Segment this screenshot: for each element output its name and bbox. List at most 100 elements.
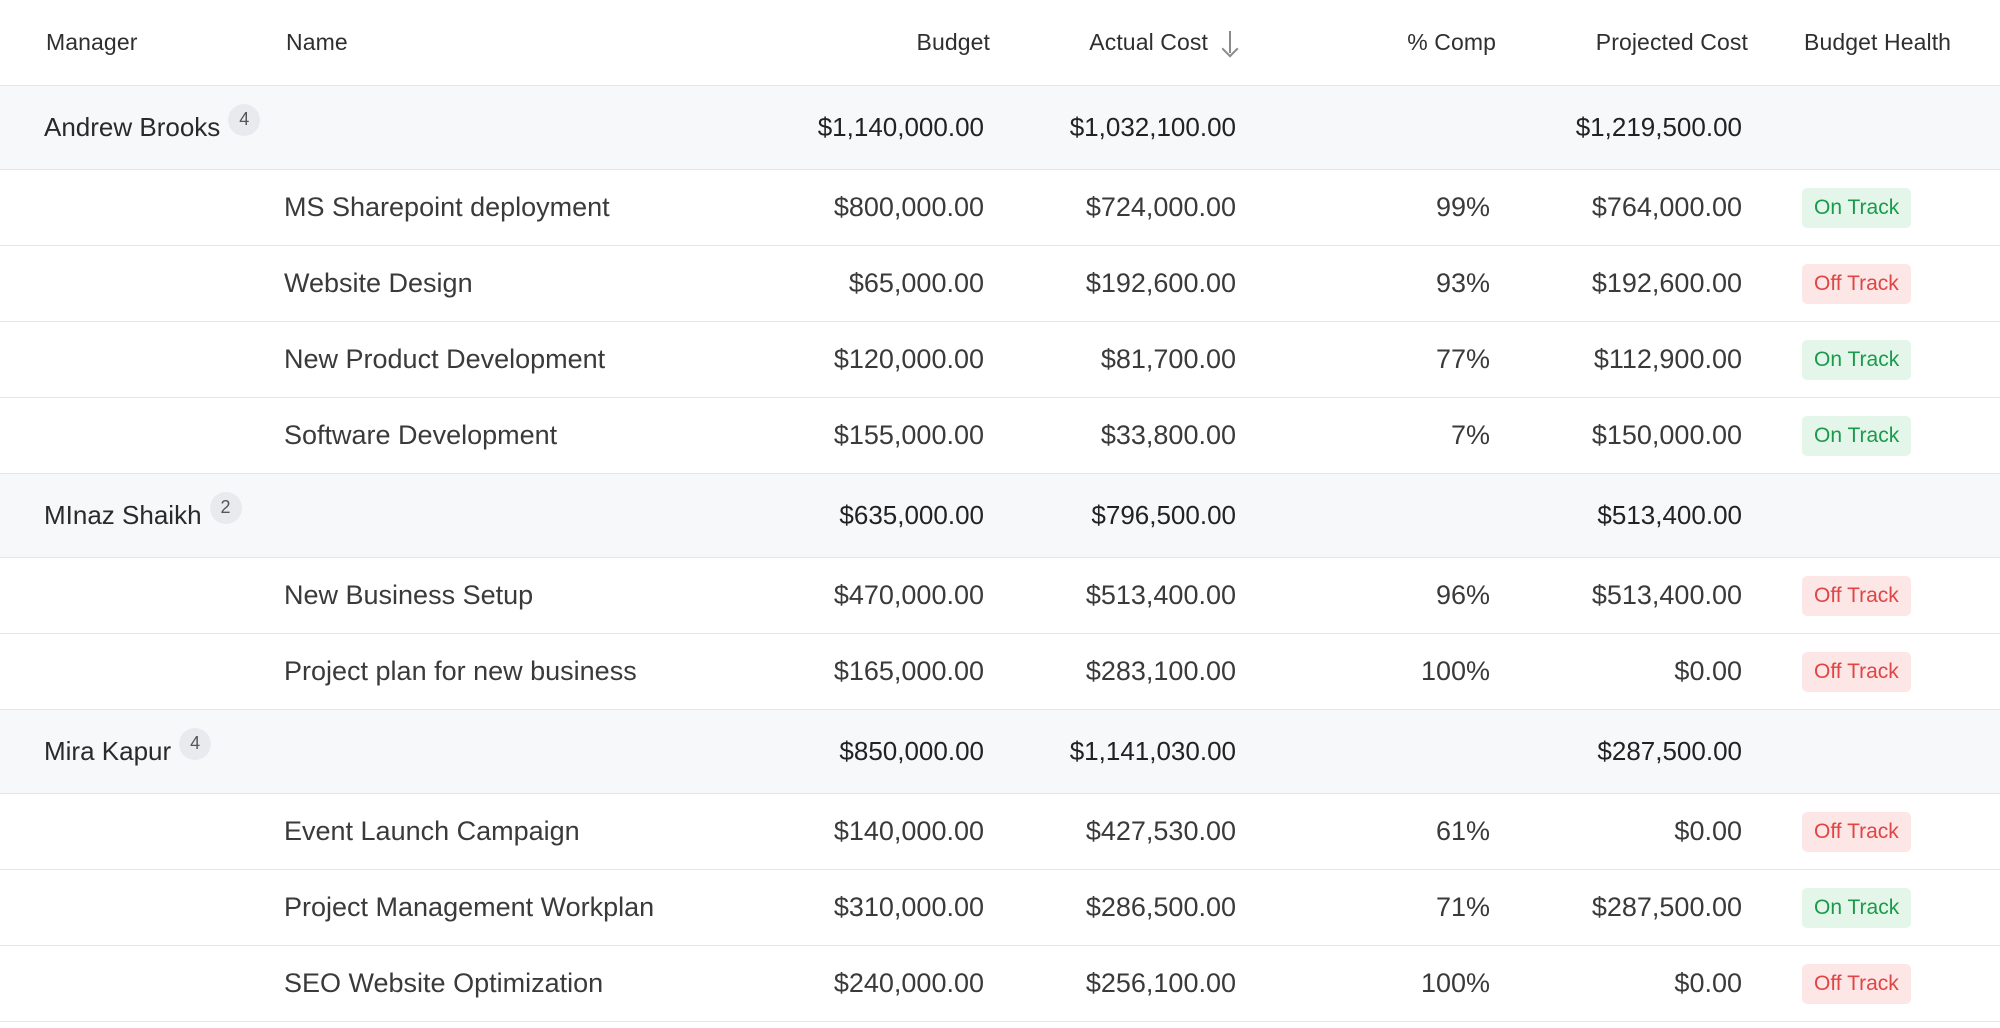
column-header-budget-health[interactable]: Budget Health xyxy=(1804,0,2000,85)
group-row[interactable]: Mira Kapur 4 $850,000.00 $1,141,030.00 $2… xyxy=(0,710,2000,794)
project-projected-cost: $513,400.00 xyxy=(1591,580,1742,610)
project-percent-complete: 100% xyxy=(1420,968,1490,998)
project-name: Project plan for new business xyxy=(284,656,637,686)
group-projected-cost-total: $1,219,500.00 xyxy=(1575,112,1742,142)
table-row[interactable]: New Business Setup $470,000.00 $513,400.… xyxy=(0,558,2000,634)
project-budget-health: On Track xyxy=(1802,398,2000,473)
group-budget-total: $850,000.00 xyxy=(839,736,984,766)
project-budget: $120,000.00 xyxy=(833,344,984,374)
status-badge: On Track xyxy=(1802,339,1912,380)
project-name: New Business Setup xyxy=(284,580,534,610)
project-actual-cost: $286,500.00 xyxy=(1085,892,1236,922)
project-name: Website Design xyxy=(284,268,473,298)
project-actual-cost: $192,600.00 xyxy=(1085,268,1236,298)
group-manager-cell: Mira Kapur 4 xyxy=(44,710,284,793)
group-actual-cost-total: $1,141,030.00 xyxy=(1069,736,1236,766)
project-actual-cost: $256,100.00 xyxy=(1085,968,1236,998)
status-badge: On Track xyxy=(1802,415,1912,456)
arrow-down-icon[interactable] xyxy=(1220,29,1240,57)
group-projected-cost-total: $513,400.00 xyxy=(1597,500,1742,530)
project-actual-cost: $513,400.00 xyxy=(1085,580,1236,610)
project-budget-health: Off Track xyxy=(1802,634,2000,709)
group-row[interactable]: MInaz Shaikh 2 $635,000.00 $796,500.00 $5… xyxy=(0,474,2000,558)
project-budget-health: Off Track xyxy=(1802,246,2000,321)
project-percent-complete: 93% xyxy=(1435,268,1490,298)
table-row[interactable]: Project Management Workplan $310,000.00 … xyxy=(0,870,2000,946)
project-budget-health: On Track xyxy=(1802,322,2000,397)
group-count-badge: 2 xyxy=(209,491,242,524)
column-header-label: Manager xyxy=(46,29,138,55)
group-row[interactable]: Andrew Brooks 4 $1,140,000.00 $1,032,100.… xyxy=(0,86,2000,170)
project-projected-cost: $112,900.00 xyxy=(1593,344,1742,374)
status-badge: On Track xyxy=(1802,887,1912,928)
project-percent-complete: 7% xyxy=(1450,420,1490,450)
project-actual-cost: $724,000.00 xyxy=(1085,192,1236,222)
column-header-label: Budget xyxy=(916,29,990,55)
project-percent-complete: 71% xyxy=(1435,892,1490,922)
project-actual-cost: $33,800.00 xyxy=(1100,420,1236,450)
project-name: Software Development xyxy=(284,420,558,450)
project-name: MS Sharepoint deployment xyxy=(284,192,610,222)
project-percent-complete: 99% xyxy=(1435,192,1490,222)
column-header-label: Budget Health xyxy=(1804,29,1952,55)
project-budget-health: On Track xyxy=(1802,170,2000,245)
project-projected-cost: $0.00 xyxy=(1674,968,1742,998)
status-badge: Off Track xyxy=(1802,963,1911,1004)
column-header-manager[interactable]: Manager xyxy=(46,0,286,85)
column-header-label: Name xyxy=(286,29,348,55)
table-row[interactable]: Software Development $155,000.00 $33,800… xyxy=(0,398,2000,474)
project-budget: $155,000.00 xyxy=(833,420,984,450)
table-row[interactable]: Website Design $65,000.00 $192,600.00 93… xyxy=(0,246,2000,322)
column-header-label: % Comp xyxy=(1407,29,1496,55)
project-actual-cost: $81,700.00 xyxy=(1100,344,1236,374)
group-count-badge: 4 xyxy=(228,103,261,136)
project-budget: $65,000.00 xyxy=(848,268,984,298)
project-projected-cost: $764,000.00 xyxy=(1591,192,1742,222)
project-budget-health: Off Track xyxy=(1802,558,2000,633)
column-header-comp[interactable]: % Comp xyxy=(1236,0,1496,85)
project-budget: $140,000.00 xyxy=(833,816,984,846)
project-name: Project Management Workplan xyxy=(284,892,655,922)
status-badge: Off Track xyxy=(1802,651,1911,692)
project-projected-cost: $192,600.00 xyxy=(1591,268,1742,298)
group-budget-total: $1,140,000.00 xyxy=(817,112,984,142)
group-budget-total: $635,000.00 xyxy=(839,500,984,530)
table-row[interactable]: Event Launch Campaign $140,000.00 $427,5… xyxy=(0,794,2000,870)
status-badge: On Track xyxy=(1802,187,1912,228)
table-row[interactable]: MS Sharepoint deployment $800,000.00 $72… xyxy=(0,170,2000,246)
column-header-budget[interactable]: Budget xyxy=(744,0,990,85)
table-row[interactable]: SEO Website Optimization $240,000.00 $25… xyxy=(0,946,2000,1022)
status-badge: Off Track xyxy=(1802,263,1911,304)
group-manager-cell: MInaz Shaikh 2 xyxy=(44,474,284,557)
grid-header: Manager Name Budget Actual Cost % Comp P… xyxy=(0,0,2000,86)
project-projected-cost: $0.00 xyxy=(1674,656,1742,686)
group-count-badge: 4 xyxy=(179,727,212,760)
column-header-label: Projected Cost xyxy=(1595,29,1748,55)
project-projected-cost: $287,500.00 xyxy=(1591,892,1742,922)
project-name: SEO Website Optimization xyxy=(284,968,604,998)
project-percent-complete: 61% xyxy=(1435,816,1490,846)
project-budget: $310,000.00 xyxy=(833,892,984,922)
project-percent-complete: 100% xyxy=(1420,656,1490,686)
group-manager-cell: Andrew Brooks 4 xyxy=(44,86,284,169)
project-name: New Product Development xyxy=(284,344,606,374)
project-budget: $165,000.00 xyxy=(833,656,984,686)
project-percent-complete: 96% xyxy=(1435,580,1490,610)
table-row[interactable]: Project plan for new business $165,000.0… xyxy=(0,634,2000,710)
project-budget: $470,000.00 xyxy=(833,580,984,610)
table-row[interactable]: New Product Development $120,000.00 $81,… xyxy=(0,322,2000,398)
project-budget: $240,000.00 xyxy=(833,968,984,998)
project-budget-health: Off Track xyxy=(1802,946,2000,1021)
project-projected-cost: $0.00 xyxy=(1674,816,1742,846)
group-manager-name: MInaz Shaikh xyxy=(44,500,202,530)
project-budget-health: Off Track xyxy=(1802,794,2000,869)
status-badge: Off Track xyxy=(1802,575,1911,616)
group-actual-cost-total: $1,032,100.00 xyxy=(1069,112,1236,142)
column-header-name[interactable]: Name xyxy=(286,0,746,85)
column-header-actual-cost[interactable]: Actual Cost xyxy=(984,0,1240,85)
project-percent-complete: 77% xyxy=(1435,344,1490,374)
column-header-projected-cost[interactable]: Projected Cost xyxy=(1490,0,1748,85)
project-budget: $800,000.00 xyxy=(833,192,984,222)
group-actual-cost-total: $796,500.00 xyxy=(1091,500,1236,530)
